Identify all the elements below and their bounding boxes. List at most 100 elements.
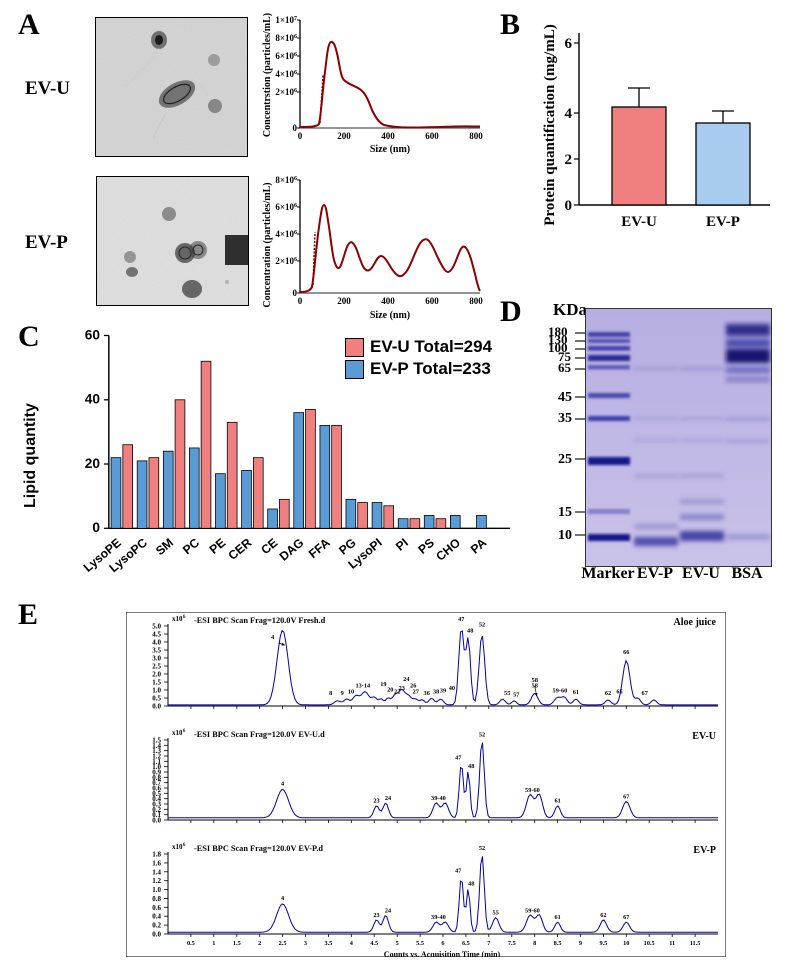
svg-text:6.5: 6.5: [462, 940, 470, 947]
svg-text:-ESI BPC Scan Frag=120.0V Fres: -ESI BPC Scan Frag=120.0V Fresh.d: [194, 616, 326, 625]
svg-text:x10: x10: [172, 843, 183, 851]
svg-text:57: 57: [513, 692, 519, 699]
svg-text:5: 5: [396, 940, 399, 947]
svg-text:0.5: 0.5: [187, 940, 195, 947]
svg-text:9.5: 9.5: [599, 940, 607, 947]
svg-text:23: 23: [373, 798, 379, 805]
svg-text:1.5: 1.5: [152, 737, 161, 745]
svg-text:1.0: 1.0: [152, 886, 161, 894]
svg-text:11: 11: [669, 940, 675, 947]
svg-text:-ESI BPC Scan Frag=120.0V EV-U: -ESI BPC Scan Frag=120.0V EV-U.d: [194, 730, 325, 739]
svg-text:3.5: 3.5: [324, 940, 332, 947]
svg-text:2×106: 2×106: [275, 256, 297, 266]
svg-text:1.4: 1.4: [152, 868, 161, 876]
svg-text:4×106: 4×106: [275, 69, 297, 79]
svg-text:Size (nm): Size (nm): [370, 310, 410, 321]
svg-text:24: 24: [385, 907, 392, 914]
svg-text:13-14: 13-14: [355, 683, 371, 690]
svg-text:55: 55: [504, 690, 510, 697]
svg-text:47: 47: [455, 755, 461, 762]
svg-text:65: 65: [616, 688, 622, 695]
svg-text:2: 2: [258, 940, 261, 947]
svg-text:6×106: 6×106: [275, 51, 297, 61]
svg-text:Counts vs. Acquisition Time (m: Counts vs. Acquisition Time (min): [384, 950, 501, 957]
svg-text:48: 48: [468, 763, 474, 770]
svg-text:0.4: 0.4: [152, 913, 161, 921]
svg-text:0: 0: [92, 520, 100, 535]
svg-text:0: 0: [298, 131, 303, 141]
svg-text:66: 66: [623, 649, 629, 656]
svg-text:59-60: 59-60: [553, 688, 568, 695]
svg-text:CHO: CHO: [433, 536, 463, 564]
svg-text:52: 52: [479, 622, 485, 629]
svg-text:EV-P: EV-P: [706, 214, 740, 230]
svg-text:Concentration (particles/mL): Concentration (particles/mL): [262, 182, 273, 307]
svg-text:8.5: 8.5: [554, 940, 562, 947]
svg-text:8×106: 8×106: [275, 33, 297, 43]
svg-text:0: 0: [565, 198, 573, 214]
svg-text:47: 47: [455, 868, 461, 875]
svg-text:1.2: 1.2: [152, 877, 161, 885]
svg-text:200: 200: [337, 296, 351, 306]
svg-text:61: 61: [554, 914, 560, 921]
svg-text:1.0: 1.0: [152, 687, 161, 695]
svg-text:48: 48: [468, 880, 474, 887]
svg-text:11.5: 11.5: [690, 940, 701, 947]
svg-text:58: 58: [531, 677, 538, 684]
svg-text:0.8: 0.8: [152, 895, 161, 903]
svg-text:47: 47: [458, 616, 464, 623]
svg-text:6: 6: [565, 36, 573, 52]
svg-text:400: 400: [381, 296, 395, 306]
svg-text:0.5: 0.5: [152, 695, 161, 703]
svg-text:36: 36: [424, 690, 430, 697]
svg-text:0.6: 0.6: [152, 904, 161, 912]
svg-text:59-60: 59-60: [525, 907, 540, 914]
svg-text:FFA: FFA: [306, 535, 333, 561]
svg-text:CER: CER: [226, 535, 255, 562]
svg-text:800: 800: [469, 296, 483, 306]
svg-text:600: 600: [425, 131, 439, 141]
svg-text:67: 67: [642, 690, 648, 697]
svg-text:4.5: 4.5: [152, 631, 161, 639]
svg-text:200: 200: [337, 131, 351, 141]
svg-text:55: 55: [493, 910, 499, 917]
svg-text:6×106: 6×106: [275, 202, 297, 212]
svg-text:23: 23: [399, 685, 405, 692]
svg-text:20: 20: [85, 456, 101, 471]
svg-text:0.0: 0.0: [152, 703, 161, 711]
svg-text:10: 10: [348, 688, 354, 695]
svg-text:5.0: 5.0: [152, 623, 161, 631]
svg-text:20: 20: [387, 687, 393, 694]
svg-text:10: 10: [623, 940, 629, 947]
svg-text:Protein quantification (mg/mL): Protein quantification (mg/mL): [542, 24, 558, 225]
svg-text:1.5: 1.5: [152, 679, 161, 687]
svg-text:SM: SM: [153, 536, 176, 559]
svg-text:2: 2: [565, 152, 573, 168]
svg-text:Concentrstion (particles/mL): Concentrstion (particles/mL): [262, 13, 273, 137]
svg-text:6: 6: [441, 940, 444, 947]
svg-text:24: 24: [385, 795, 392, 802]
svg-text:1×107: 1×107: [275, 15, 297, 25]
svg-text:PC: PC: [180, 535, 202, 557]
svg-text:4.0: 4.0: [152, 639, 161, 647]
svg-text:0: 0: [298, 296, 303, 306]
svg-text:1.8: 1.8: [152, 851, 161, 859]
svg-text:4: 4: [565, 106, 573, 122]
svg-text:7: 7: [487, 940, 490, 947]
svg-text:23: 23: [373, 912, 379, 919]
svg-text:67: 67: [623, 793, 629, 800]
svg-text:9: 9: [341, 690, 344, 697]
svg-text:10.5: 10.5: [644, 940, 655, 947]
svg-text:19: 19: [380, 681, 386, 688]
svg-text:0.2: 0.2: [152, 922, 161, 930]
svg-text:1.6: 1.6: [152, 859, 161, 867]
svg-text:800: 800: [469, 131, 483, 141]
svg-text:40: 40: [449, 685, 455, 692]
svg-text:1.5: 1.5: [233, 940, 241, 947]
svg-text:40: 40: [85, 392, 101, 407]
svg-text:39-40: 39-40: [431, 795, 446, 802]
svg-text:PA: PA: [468, 535, 489, 556]
svg-text:3.0: 3.0: [152, 655, 161, 663]
svg-text:DAG: DAG: [277, 536, 307, 564]
svg-text:39-40: 39-40: [431, 914, 446, 921]
